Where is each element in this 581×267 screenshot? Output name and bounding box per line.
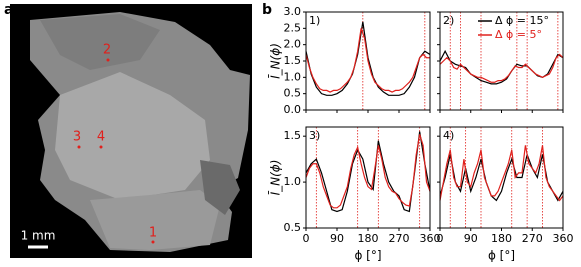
x-tick-label: 180 <box>358 232 379 245</box>
x-tick-label: 270 <box>522 232 543 245</box>
series-line <box>439 152 564 202</box>
legend-label: Δ ϕ = 5° <box>495 28 542 41</box>
marker: 1 <box>149 226 157 241</box>
x-axis-label: ϕ [°] <box>354 249 381 263</box>
y-tick-label: 1.5 <box>284 129 302 142</box>
y-tick-label: 3.0 <box>284 5 302 18</box>
x-tick-label: 90 <box>330 232 344 245</box>
x-tick-label: 180 <box>491 232 512 245</box>
series-line <box>439 145 564 202</box>
inset-label: 3) <box>309 129 320 142</box>
panel-label: a <box>4 2 13 18</box>
axes-frame <box>439 126 564 229</box>
y-tick-label: 0.0 <box>284 103 302 116</box>
x-tick-label: 270 <box>389 232 410 245</box>
x-tick-label: 0 <box>437 232 444 245</box>
legend-label: Δ ϕ = 15° <box>495 14 549 27</box>
microscopy-image: 1 mm 2 1 3 4 <box>10 4 252 258</box>
x-tick-label: 0 <box>303 232 310 245</box>
axes-frame <box>305 126 431 229</box>
y-tick-label: 1.5 <box>284 54 302 67</box>
marker: 3 <box>73 130 81 145</box>
x-tick-label: 360 <box>420 232 441 245</box>
y-tick-label: 0.5 <box>284 221 302 234</box>
marker: 2 <box>103 43 111 58</box>
scale-bar-label: 1 mm <box>21 229 56 243</box>
series-line <box>439 53 564 83</box>
series-line <box>305 134 431 209</box>
inset-label: 2) <box>443 14 454 27</box>
x-tick-label: 90 <box>464 232 478 245</box>
inset-label: 1) <box>309 14 320 27</box>
y-tick-label: 0.5 <box>284 87 302 100</box>
y-tick-label: 1.0 <box>284 70 302 83</box>
y-axis-label: Ī_N(ϕ) <box>269 43 283 79</box>
y-tick-label: 2.0 <box>284 38 302 51</box>
panel-label: b <box>262 2 272 18</box>
inset-label: 4) <box>443 129 454 142</box>
y-axis-label: Ī_N(ϕ) <box>269 160 283 196</box>
x-tick-label: 360 <box>553 232 574 245</box>
series-line <box>305 28 430 93</box>
series-line <box>305 131 431 213</box>
marker: 4 <box>97 130 105 145</box>
y-tick-label: 1.0 <box>284 175 302 188</box>
y-tick-label: 2.5 <box>284 21 302 34</box>
x-axis-label: ϕ [°] <box>488 249 515 263</box>
